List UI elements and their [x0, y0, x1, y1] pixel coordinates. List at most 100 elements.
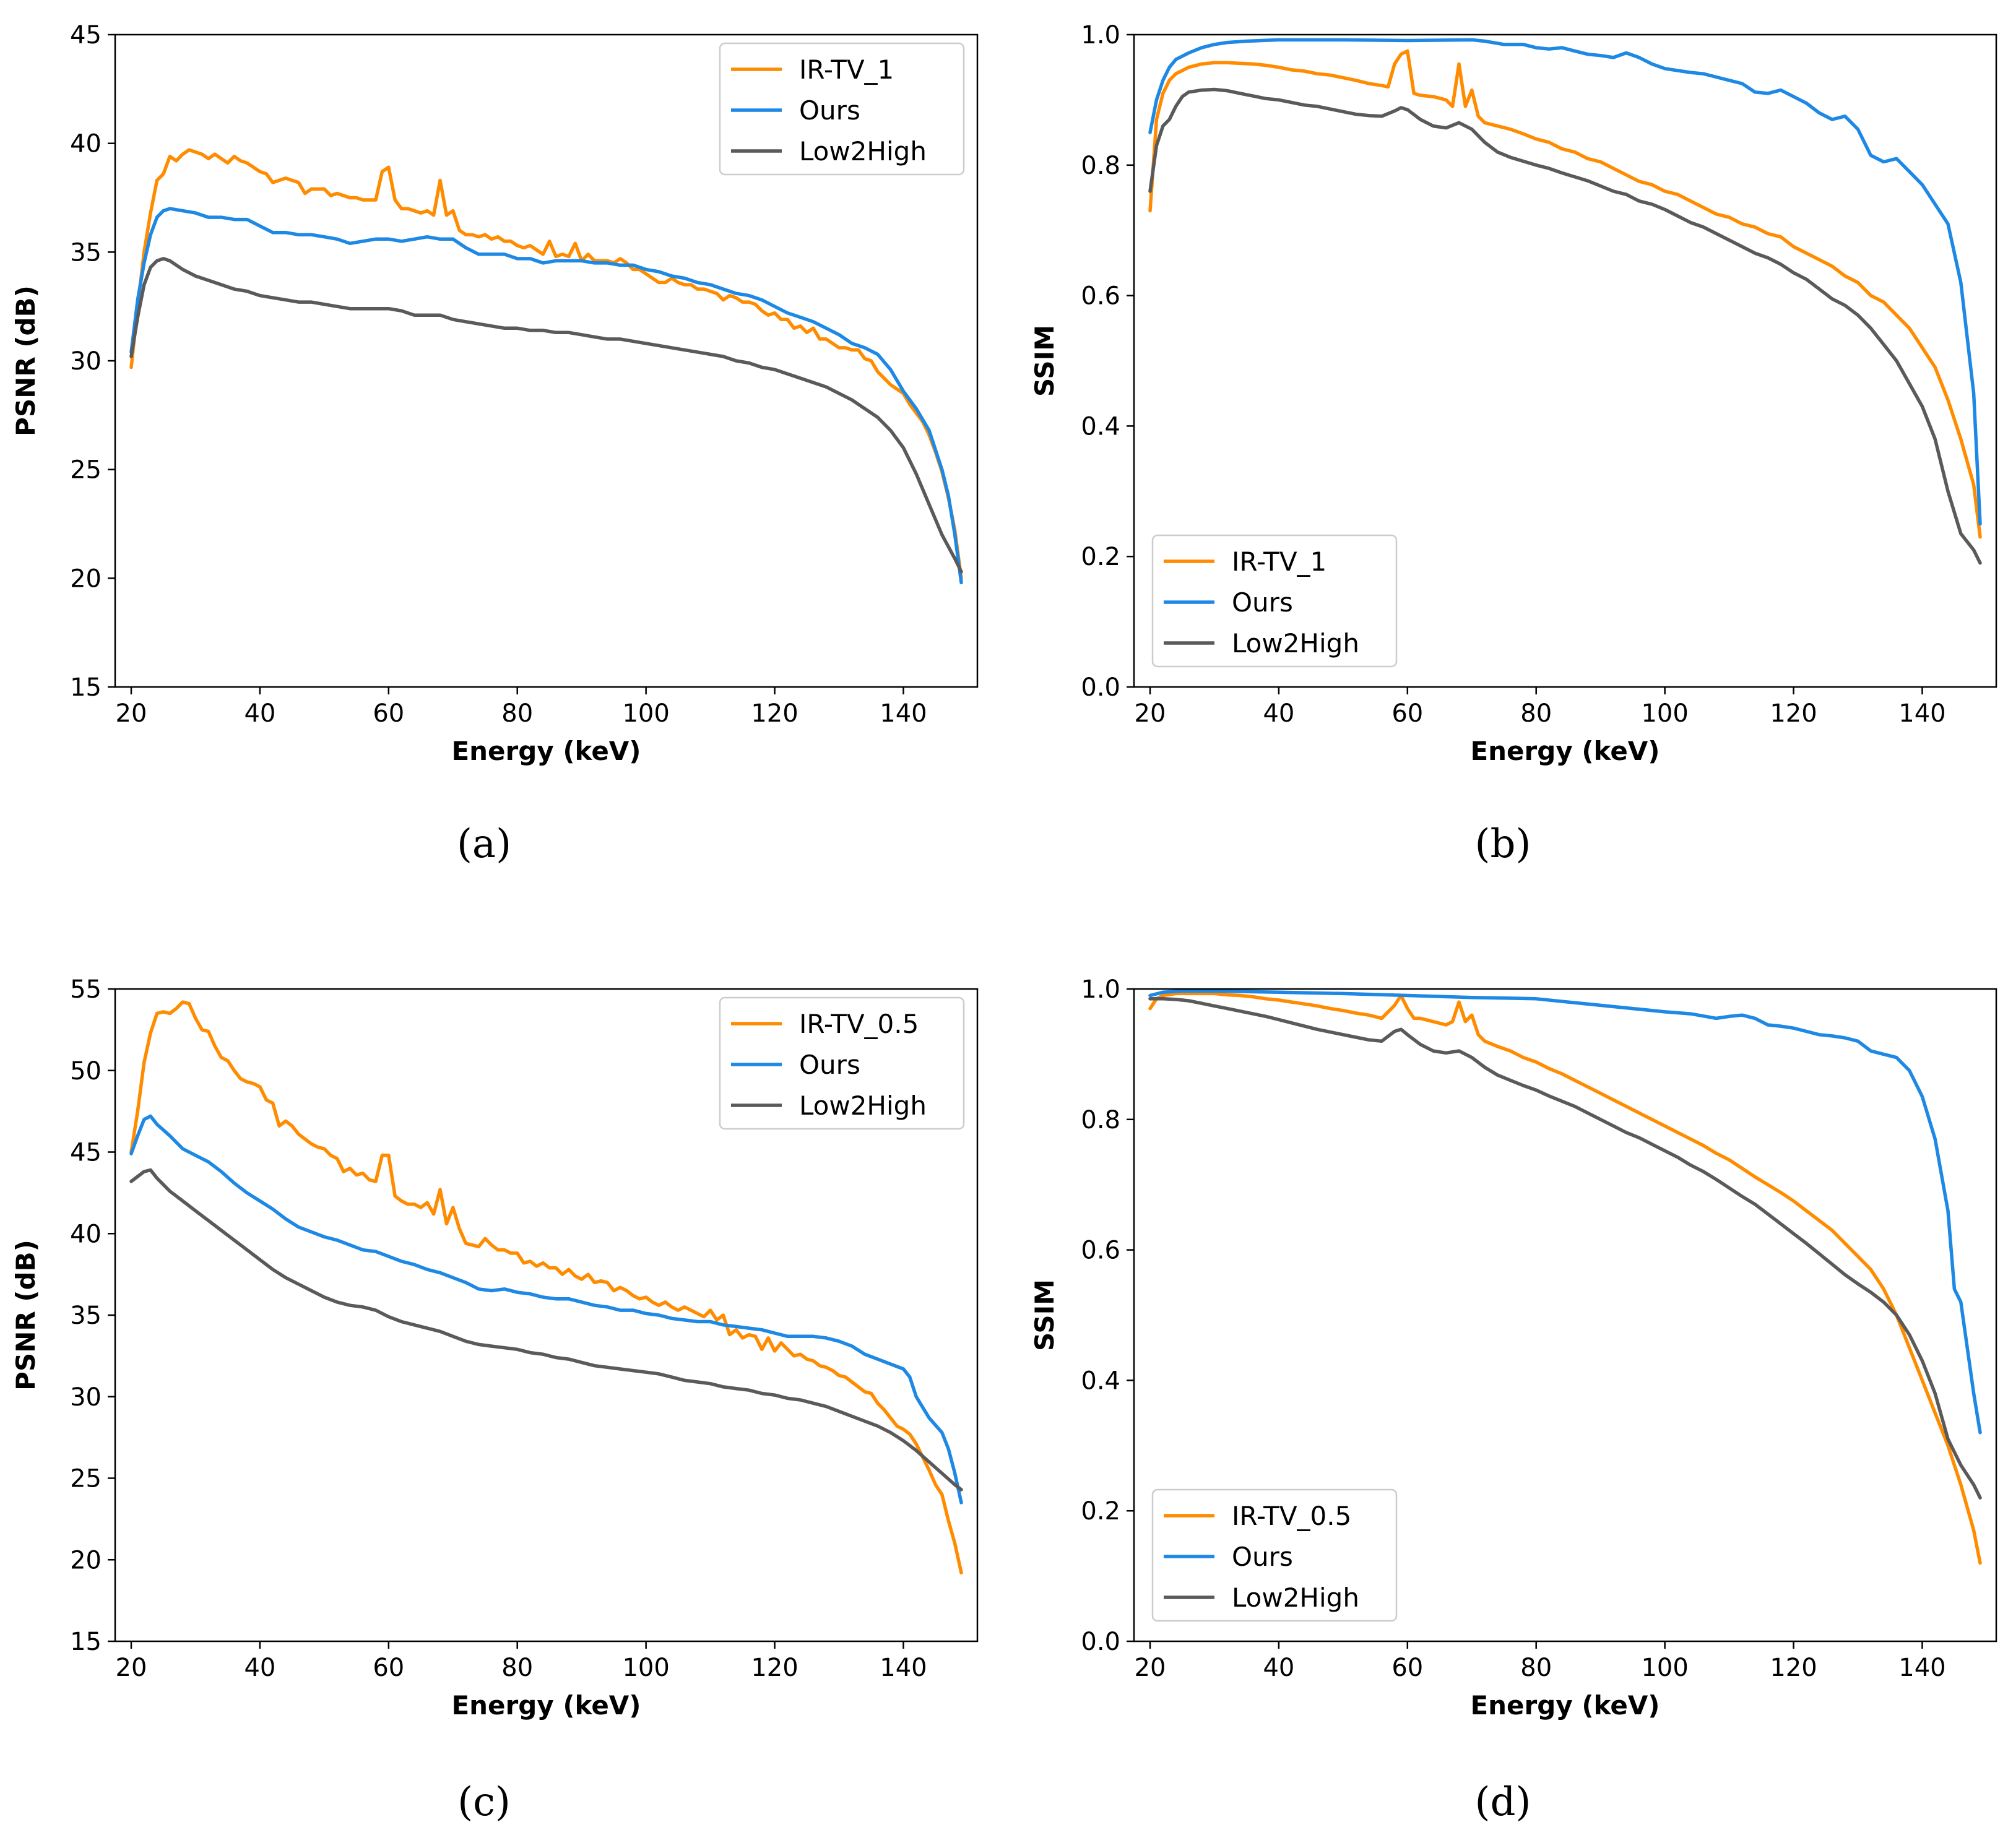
legend-box	[719, 996, 965, 1130]
x-tick-label: 120	[751, 699, 798, 728]
x-tick-label: 100	[1641, 699, 1688, 728]
y-tick-label: 25	[70, 456, 102, 485]
chart-c: 20 40 60 80 100 120 140 15 20 25 30 35 40 45 50 55 Energ…	[11, 975, 979, 1825]
x-tick-label: 100	[1641, 1654, 1688, 1682]
series-line-ir-tv-0-5	[1148, 991, 1982, 1565]
legend-label: Ours	[1232, 1542, 1293, 1572]
y-tick-label: 30	[70, 1383, 102, 1412]
x-tick-label: 20	[116, 699, 147, 728]
y-tick-label: 1.0	[1081, 21, 1120, 50]
x-tick-label: 140	[1898, 699, 1945, 728]
x-tick-label: 140	[880, 1654, 927, 1682]
legend: IR-TV_0.5 Ours Low2High	[1151, 1488, 1398, 1622]
y-tick-label: 0.4	[1081, 412, 1120, 441]
y-axis-label: SSIM	[1029, 325, 1060, 397]
chart-d: 20 40 60 80 100 120 140 0.0 0.2 0.4 0.6 0.8 1.0 Energ…	[1029, 975, 1997, 1825]
x-axis-label: Energy (keV)	[1470, 736, 1660, 766]
legend-box	[1151, 534, 1398, 668]
legend-label: Ours	[1232, 587, 1293, 618]
series-line-ir-tv-0-5	[129, 1000, 963, 1575]
y-tick-label: 0.4	[1081, 1367, 1120, 1395]
plot-frame	[1133, 33, 1997, 688]
series-line-ours	[1148, 989, 1982, 1435]
x-tick-label: 80	[1520, 699, 1552, 728]
legend-label: Low2High	[1232, 628, 1359, 658]
y-tick-label: 20	[70, 564, 102, 593]
y-tick-label: 30	[70, 347, 102, 376]
legend: IR-TV_1 Ours Low2High	[719, 42, 965, 176]
legend-label: Ours	[799, 1050, 860, 1080]
legend: IR-TV_1 Ours Low2High	[1151, 534, 1398, 668]
y-axis-label: PSNR (dB)	[11, 285, 41, 436]
legend-label: Ours	[799, 95, 860, 126]
legend-label: IR-TV_0.5	[1232, 1501, 1351, 1531]
x-tick-label: 40	[1263, 1654, 1294, 1682]
y-tick-label: 0.6	[1081, 1237, 1120, 1265]
legend-label: Low2High	[1232, 1582, 1359, 1613]
x-tick-label: 20	[1135, 699, 1166, 728]
chart-b: 20 40 60 80 100 120 140 0.0 0.2 0.4 0.6 0.8 1.0 Energ…	[1029, 21, 1997, 867]
legend-label: IR-TV_0.5	[799, 1009, 919, 1039]
y-tick-label: 55	[70, 975, 102, 1004]
x-tick-label: 40	[244, 1654, 275, 1682]
y-tick-label: 0.6	[1081, 282, 1120, 311]
series-line-low2high	[1148, 997, 1982, 1500]
y-tick-label: 0.0	[1081, 1628, 1120, 1656]
y-tick-label: 20	[70, 1546, 102, 1574]
y-tick-label: 50	[70, 1057, 102, 1086]
y-tick-label: 0.0	[1081, 673, 1120, 702]
figure-caption: (d)	[1475, 1779, 1531, 1825]
x-tick-label: 120	[1770, 1654, 1817, 1682]
x-tick-label: 120	[1770, 699, 1817, 728]
x-tick-label: 60	[1391, 699, 1423, 728]
x-tick-label: 120	[751, 1654, 798, 1682]
legend-box	[1151, 1488, 1398, 1622]
x-tick-label: 80	[501, 699, 533, 728]
legend-label: IR-TV_1	[799, 54, 894, 85]
x-tick-label: 60	[373, 1654, 404, 1682]
y-tick-label: 0.2	[1081, 1497, 1120, 1526]
legend-label: Low2High	[799, 136, 927, 166]
legend-label: Low2High	[799, 1090, 927, 1121]
y-axis-label: PSNR (dB)	[11, 1240, 41, 1391]
series-line-ir-tv-1	[129, 148, 963, 581]
y-tick-label: 40	[70, 130, 102, 158]
x-tick-label: 40	[244, 699, 275, 728]
x-tick-label: 80	[501, 1654, 533, 1682]
x-tick-label: 100	[622, 1654, 669, 1682]
y-tick-label: 0.8	[1081, 152, 1120, 180]
y-tick-label: 35	[70, 1302, 102, 1330]
x-tick-label: 20	[1135, 1654, 1166, 1682]
legend: IR-TV_0.5 Ours Low2High	[719, 996, 965, 1130]
series-line-ours	[129, 1114, 963, 1505]
y-tick-label: 0.2	[1081, 543, 1120, 571]
series-line-low2high	[129, 1168, 963, 1492]
series-line-low2high	[129, 257, 963, 574]
legend-label: IR-TV_1	[1232, 546, 1326, 577]
y-tick-label: 0.8	[1081, 1106, 1120, 1134]
x-axis-label: Energy (keV)	[1470, 1690, 1660, 1721]
legend-box	[719, 42, 965, 176]
x-tick-label: 100	[622, 699, 669, 728]
series-line-ours	[1148, 38, 1982, 526]
plot-frame	[1133, 988, 1997, 1643]
x-tick-label: 40	[1263, 699, 1294, 728]
x-axis-label: Energy (keV)	[451, 1690, 641, 1721]
x-tick-label: 60	[1391, 1654, 1423, 1682]
figure-caption: (c)	[457, 1779, 511, 1825]
chart-a: 20 40 60 80 100 120 140 15 20 25 30 35 40 45 Energy (k…	[11, 21, 979, 867]
y-tick-label: 15	[70, 673, 102, 702]
y-tick-label: 35	[70, 238, 102, 267]
x-axis-label: Energy (keV)	[451, 736, 641, 766]
y-tick-label: 45	[70, 21, 102, 50]
figure-caption: (a)	[457, 821, 511, 867]
y-axis-label: SSIM	[1029, 1279, 1060, 1351]
y-tick-label: 25	[70, 1465, 102, 1493]
x-tick-label: 60	[373, 699, 404, 728]
y-tick-label: 1.0	[1081, 975, 1120, 1004]
figure-caption: (b)	[1475, 821, 1531, 867]
x-tick-label: 20	[116, 1654, 147, 1682]
x-tick-label: 140	[880, 699, 927, 728]
series-line-ir-tv-1	[1148, 49, 1982, 539]
